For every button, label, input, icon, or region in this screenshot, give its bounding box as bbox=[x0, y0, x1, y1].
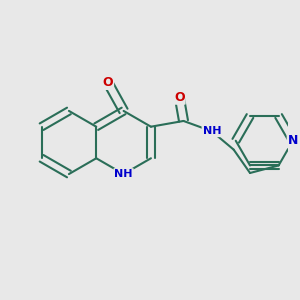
Text: NH: NH bbox=[114, 169, 133, 179]
Text: N: N bbox=[288, 134, 298, 147]
Text: NH: NH bbox=[202, 126, 221, 136]
Text: O: O bbox=[103, 76, 113, 89]
Text: O: O bbox=[174, 91, 184, 104]
